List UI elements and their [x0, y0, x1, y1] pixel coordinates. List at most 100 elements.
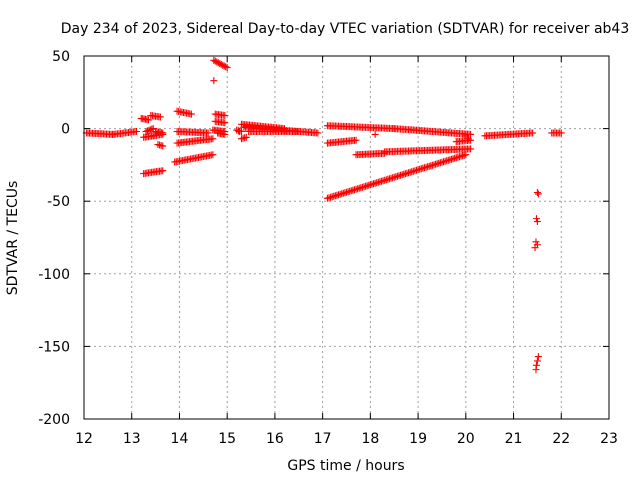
- y-tick-label: -50: [47, 194, 70, 210]
- data-point: [133, 128, 140, 136]
- x-tick-label: 23: [600, 431, 618, 447]
- y-tick-label: -100: [38, 267, 70, 283]
- data-segment: [352, 149, 389, 159]
- data-point: [467, 145, 475, 153]
- data-segment: [173, 128, 212, 137]
- x-tick-label: 17: [314, 431, 332, 447]
- data-point: [221, 119, 229, 127]
- data-point: [221, 112, 229, 120]
- data-point: [242, 133, 250, 141]
- data-point: [213, 58, 221, 66]
- data-segment: [109, 128, 140, 138]
- data-segment: [452, 136, 475, 146]
- data-point: [352, 136, 360, 144]
- x-tick-label: 20: [457, 431, 475, 447]
- x-tick-label: 13: [123, 431, 141, 447]
- y-tick-label: -200: [38, 412, 70, 428]
- x-tick-label: 19: [409, 431, 427, 447]
- data-point: [534, 190, 542, 198]
- x-tick-label: 18: [361, 431, 379, 447]
- x-tick-label: 22: [552, 431, 570, 447]
- data-segment: [171, 151, 217, 166]
- data-point: [371, 130, 379, 138]
- data-point: [532, 238, 540, 246]
- data-point: [214, 59, 222, 67]
- x-tick-label: 12: [75, 431, 93, 447]
- data-segment: [481, 129, 537, 140]
- data-segment: [173, 135, 217, 147]
- data-point: [534, 353, 542, 361]
- data-segment: [154, 141, 167, 150]
- y-axis-tick-labels: 50 0 -50 -100 -150 -200: [38, 49, 70, 428]
- data-segment: [390, 125, 475, 138]
- data-segment: [323, 122, 398, 133]
- data-segment: [548, 129, 565, 137]
- x-axis-tick-labels: 12 13 14 15 16 17 18 19 20 21 22 23: [75, 431, 618, 447]
- data-point: [216, 60, 224, 68]
- data-point: [529, 129, 537, 137]
- data-segment: [238, 120, 288, 133]
- y-tick-label: 50: [52, 49, 70, 65]
- data-point: [533, 218, 541, 226]
- data-segment: [323, 151, 470, 202]
- x-tick-label: 21: [505, 431, 523, 447]
- data-point: [280, 125, 288, 133]
- data-point: [159, 142, 167, 150]
- x-tick-label: 15: [218, 431, 236, 447]
- data-segment: [238, 133, 250, 143]
- data-segment: [173, 107, 195, 118]
- data-segment: [210, 56, 231, 72]
- data-point: [533, 357, 541, 365]
- data-segment: [142, 125, 157, 136]
- axis-ticks: [83, 55, 610, 420]
- data-point: [533, 188, 541, 196]
- chart-title: Day 234 of 2023, Sidereal Day-to-day VTE…: [61, 21, 630, 37]
- data-point: [532, 366, 540, 374]
- data-segment: [323, 136, 360, 147]
- data-point: [148, 125, 156, 133]
- data-point: [156, 113, 164, 121]
- grid-lines: [84, 56, 609, 419]
- data-segment: [137, 114, 152, 124]
- x-axis-label: GPS time / hours: [287, 458, 404, 474]
- series-sdtvar: [82, 56, 565, 374]
- y-tick-label: -150: [38, 339, 70, 355]
- data-point: [159, 167, 167, 175]
- data-segment: [214, 129, 229, 138]
- data-point: [220, 62, 228, 70]
- data-point: [209, 135, 217, 143]
- data-point: [144, 116, 152, 124]
- x-tick-label: 16: [266, 431, 284, 447]
- data-point: [531, 244, 539, 252]
- data-segment: [211, 110, 229, 120]
- data-point: [295, 128, 303, 136]
- y-tick-label: 0: [61, 122, 70, 138]
- data-point: [557, 129, 565, 137]
- data-segment: [82, 129, 117, 138]
- data-segment: [147, 112, 164, 121]
- data-point: [159, 130, 167, 138]
- data-point: [210, 77, 218, 85]
- data-segment: [381, 145, 475, 156]
- data-segment: [149, 130, 167, 140]
- data-marks: [82, 56, 565, 374]
- plot-frame: [83, 55, 610, 420]
- data-point: [314, 129, 322, 137]
- data-point: [217, 60, 225, 68]
- data-point: [219, 61, 227, 69]
- y-axis-label: SDTVAR / TECUs: [5, 181, 21, 296]
- data-segment: [140, 167, 167, 178]
- data-point: [209, 151, 217, 159]
- data-point: [532, 215, 540, 223]
- data-segment: [245, 128, 303, 136]
- data-segment: [211, 117, 229, 127]
- x-tick-label: 14: [171, 431, 189, 447]
- data-segment: [140, 132, 157, 141]
- data-point: [221, 130, 229, 138]
- data-point: [464, 135, 472, 143]
- data-point: [462, 151, 470, 159]
- data-point: [210, 56, 218, 64]
- data-point: [222, 63, 230, 71]
- data-point: [211, 57, 219, 65]
